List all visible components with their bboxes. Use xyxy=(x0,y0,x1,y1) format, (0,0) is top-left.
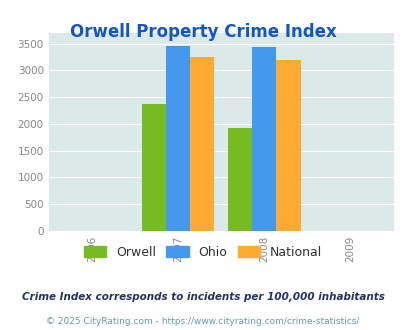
Bar xyxy=(166,47,190,231)
Text: Orwell Property Crime Index: Orwell Property Crime Index xyxy=(69,23,336,41)
Text: Crime Index corresponds to incidents per 100,000 inhabitants: Crime Index corresponds to incidents per… xyxy=(21,292,384,302)
Bar xyxy=(190,56,214,231)
Bar xyxy=(228,128,252,231)
Bar xyxy=(252,48,276,231)
Bar xyxy=(276,60,300,231)
Text: © 2025 CityRating.com - https://www.cityrating.com/crime-statistics/: © 2025 CityRating.com - https://www.city… xyxy=(46,317,359,326)
Bar xyxy=(141,104,166,231)
Legend: Orwell, Ohio, National: Orwell, Ohio, National xyxy=(80,242,325,263)
